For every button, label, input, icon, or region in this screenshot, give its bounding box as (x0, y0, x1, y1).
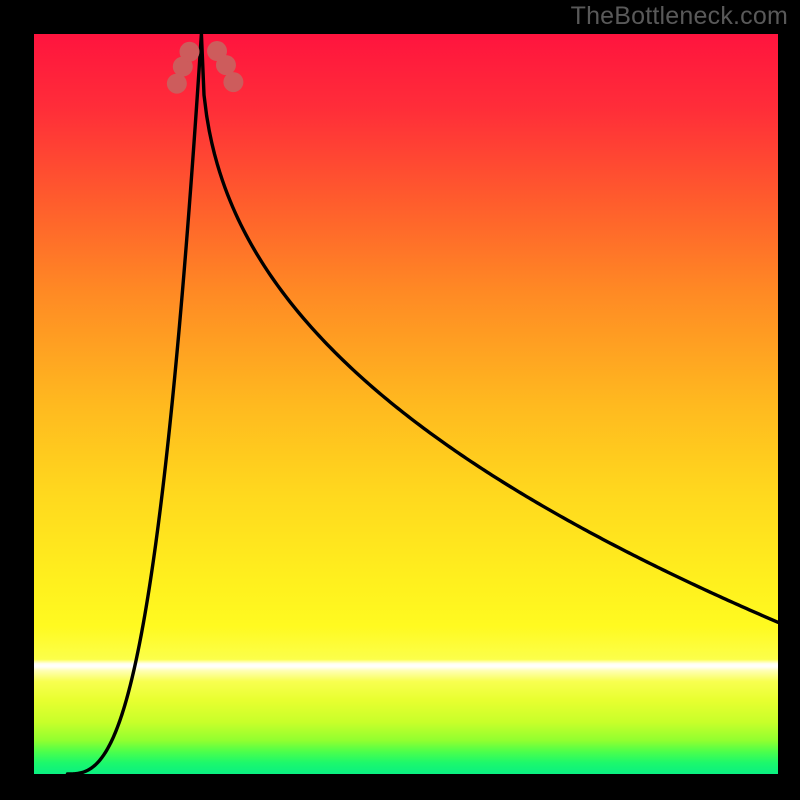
marker-dot (179, 42, 199, 62)
watermark-text: TheBottleneck.com (571, 2, 788, 31)
marker-dot (167, 74, 187, 94)
marker-dot (223, 72, 243, 92)
frame-right (778, 0, 800, 800)
frame-bottom (0, 774, 800, 800)
frame-left (0, 0, 34, 800)
plot-background (34, 34, 778, 774)
marker-dot (216, 55, 236, 75)
bottleneck-chart (0, 0, 800, 800)
